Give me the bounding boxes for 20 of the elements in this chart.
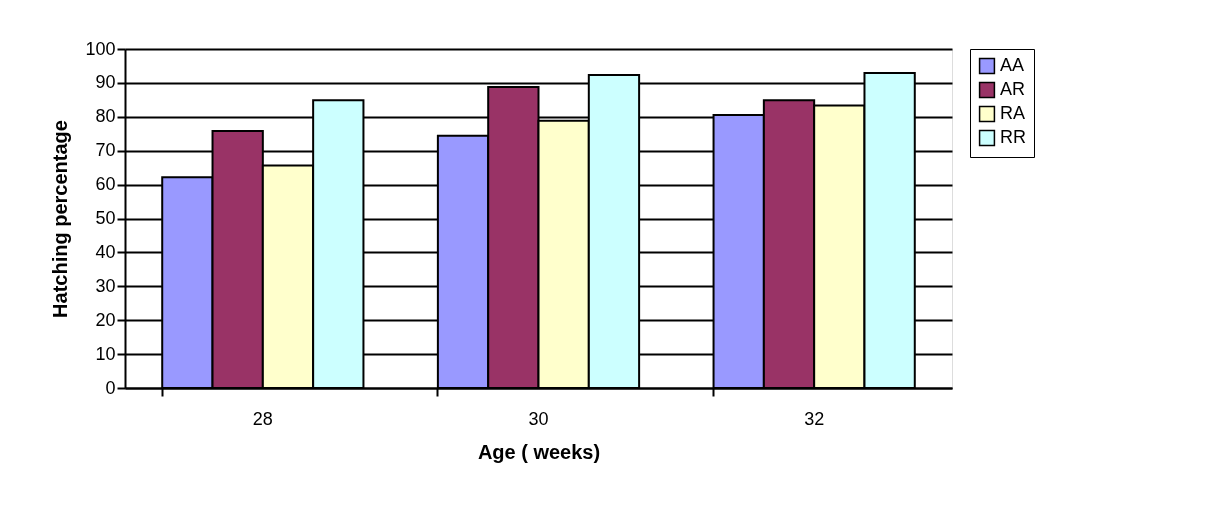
y-tick-label: 10 <box>95 343 116 364</box>
y-tick-label: 100 <box>85 38 116 59</box>
y-tick-label: 50 <box>95 208 116 228</box>
y-tick-label: 40 <box>95 241 116 262</box>
legend-label: AR <box>1000 79 1026 99</box>
x-tick-label: 32 <box>804 408 825 429</box>
x-tick-label: 28 <box>252 408 273 429</box>
legend-label: RA <box>1000 103 1026 123</box>
y-tick-label: 60 <box>95 174 116 195</box>
x-axis-title: Age ( weeks) <box>477 440 601 463</box>
y-tick-label: 90 <box>95 72 116 93</box>
y-tick-label: 30 <box>95 275 116 296</box>
y-axis-title: Hatching percentage <box>49 120 72 318</box>
legend-label: RR <box>1000 127 1026 147</box>
y-tick-label: 70 <box>95 140 116 161</box>
y-tick-label: 20 <box>95 309 116 330</box>
y-tick-label: 0 <box>105 377 116 398</box>
x-tick-label: 30 <box>528 408 549 429</box>
legend-label: AA <box>1000 55 1025 75</box>
y-tick-label: 80 <box>95 106 116 127</box>
